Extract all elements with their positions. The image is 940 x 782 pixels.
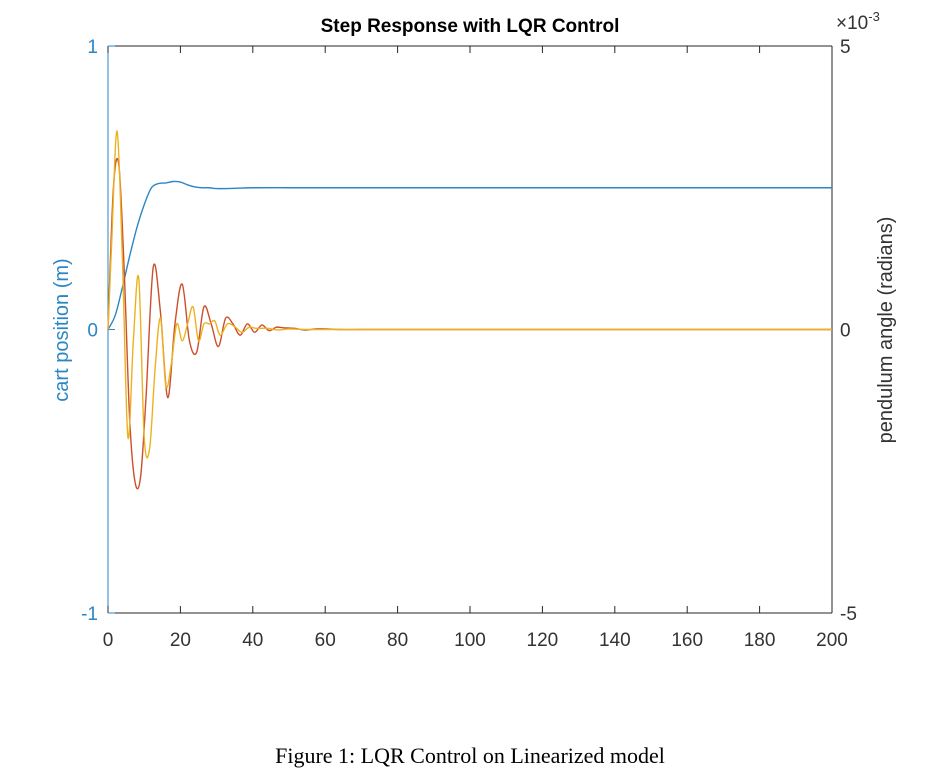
x-tick-label: 200: [816, 630, 848, 651]
series-line-cart-position: [107, 180, 832, 330]
x-tick-label: 80: [387, 630, 408, 651]
x-tick-label: 160: [671, 630, 703, 651]
chart-title: Step Response with LQR Control: [321, 16, 620, 37]
x-tick-label: 120: [527, 630, 559, 651]
x-tick-label: 20: [170, 630, 191, 651]
series-layer: [107, 130, 832, 490]
x-tick-label: 0: [103, 630, 114, 651]
right-y-ticks: 5 0 -5: [825, 37, 857, 625]
chart: Step Response with LQR Control 0 20 40 60 80…: [51, 9, 897, 651]
left-tick-label: -1: [81, 604, 98, 625]
right-tick-label: -5: [840, 604, 857, 625]
x-tick-label: 60: [315, 630, 336, 651]
left-tick-label: 1: [87, 37, 98, 58]
x-tick-label: 40: [242, 630, 263, 651]
figure-caption: Figure 1: LQR Control on Linearized mode…: [275, 743, 665, 768]
right-tick-label: 0: [840, 321, 851, 342]
left-y-ticks: 1 0 -1: [81, 37, 115, 625]
x-tick-label: 140: [599, 630, 631, 651]
x-tick-label: 100: [454, 630, 486, 651]
x-tick-label: 180: [744, 630, 776, 651]
left-tick-label: 0: [87, 321, 98, 342]
series-line-pendulum-angle-2: [107, 130, 832, 459]
x-ticks: 0 20 40 60 80 100 120 140 160 180 200: [103, 46, 848, 651]
right-axis-label: pendulum angle (radians): [875, 217, 897, 444]
right-tick-label: 5: [840, 37, 851, 58]
right-axis-exponent: ×10-3: [836, 9, 880, 34]
left-axis-label: cart position (m): [51, 258, 73, 401]
